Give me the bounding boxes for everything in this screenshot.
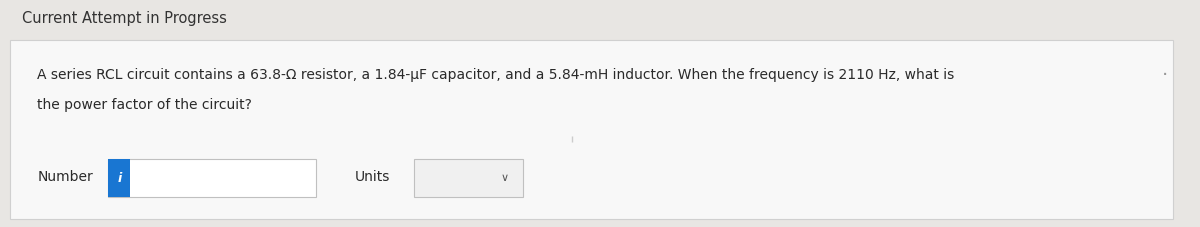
Bar [108,159,130,197]
Text: ∨: ∨ [500,173,509,183]
Text: Number: Number [37,170,94,184]
Bar [108,159,316,197]
Text: i: i [118,172,121,185]
Text: Current Attempt in Progress: Current Attempt in Progress [22,10,227,25]
Text: Units: Units [355,170,390,184]
Text: A series RCL circuit contains a 63.8-Ω resistor, a 1.84-μF capacitor, and a 5.84: A series RCL circuit contains a 63.8-Ω r… [37,68,955,82]
Text: the power factor of the circuit?: the power factor of the circuit? [37,98,252,112]
Bar [0,0,1183,38]
Text: ·: · [1163,66,1169,85]
Bar [414,159,523,197]
Bar [10,40,1174,219]
